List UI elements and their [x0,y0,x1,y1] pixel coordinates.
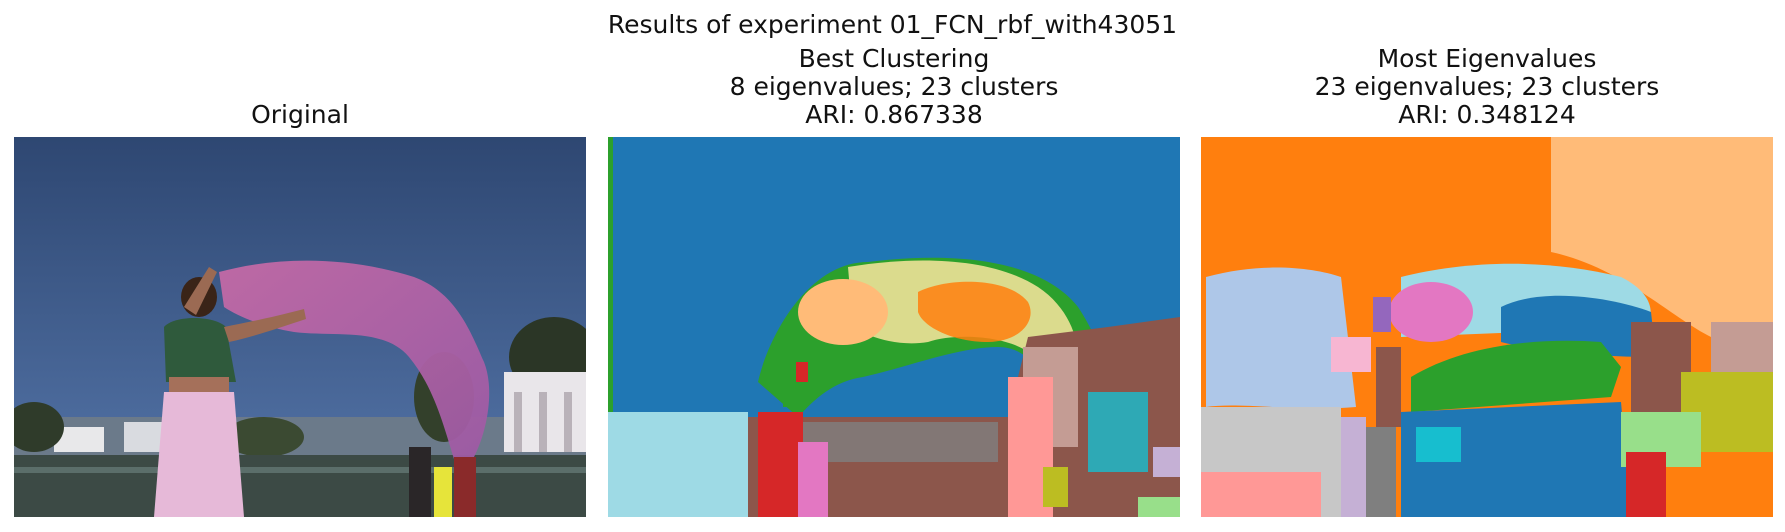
cluster-red [758,412,803,517]
cluster-orange [918,281,1031,342]
panel-title-line: ARI: 0.348124 [1398,100,1576,129]
cluster-red [1626,452,1666,517]
best-clustering-map [608,137,1180,517]
cluster-light-green [1138,497,1180,517]
cluster-pink [798,442,828,517]
panel-title-line: ARI: 0.867338 [805,100,983,129]
pavilion-column [564,392,572,452]
panel-title-best-clustering: Best Clustering 8 eigenvalues; 23 cluste… [608,45,1180,129]
tree [14,402,64,452]
cluster-light-cyan [608,412,748,517]
panel-title-most-eigenvalues: Most Eigenvalues 23 eigenvalues; 23 clus… [1201,45,1773,129]
pavilion-column [514,392,522,452]
figure-suptitle: Results of experiment 01_FCN_rbf_with430… [607,10,1178,39]
pink-saree [219,260,490,459]
cluster-light-brown [1711,322,1773,372]
panel-title-line: 8 eigenvalues; 23 clusters [729,72,1059,101]
original-photo [14,137,586,517]
most-eigenvalues-map [1201,137,1773,517]
woman-arm-raised [184,267,217,315]
water [14,455,586,517]
building [124,422,164,452]
cluster-border [608,137,613,517]
white-sari-skirt [154,392,244,517]
dark-figure [409,447,431,517]
waist [169,377,229,395]
panel-title-line: Best Clustering [798,44,990,73]
panel-title-line: Original [251,100,349,129]
red-figure [454,457,476,517]
cluster-gray [798,422,998,462]
green-blouse [164,318,236,382]
cluster-cyan [1088,392,1148,472]
cluster-brown-left [1376,347,1401,427]
cluster-purple [1373,297,1391,332]
panel-title-line: 23 eigenvalues; 23 clusters [1314,72,1660,101]
tree [224,417,304,457]
cluster-light-purple [1153,447,1180,477]
cluster-olive [1043,467,1068,507]
cluster-light-orange [798,279,888,345]
original-image [14,137,586,517]
cluster-cyan [1416,427,1461,462]
panel-title-original: Original [14,101,586,129]
cluster-gray [1361,427,1396,517]
water-reflection [14,467,586,473]
cluster-red-small [796,362,808,382]
cluster-light-red [1201,472,1321,517]
cluster-pink [1389,282,1473,342]
cluster-light-orange [1551,137,1773,342]
cluster-light-blue [1206,267,1356,409]
woman-arm [224,309,306,342]
segmentation-map-most [1201,137,1773,517]
cluster-light-purple [1341,417,1366,517]
pavilion-column [539,392,547,452]
cluster-light-pink [1331,337,1371,372]
segmentation-map-best [608,137,1180,517]
cluster-green [1411,340,1621,412]
yellow-figure [434,467,452,517]
panel-title-line: Most Eigenvalues [1377,44,1597,73]
